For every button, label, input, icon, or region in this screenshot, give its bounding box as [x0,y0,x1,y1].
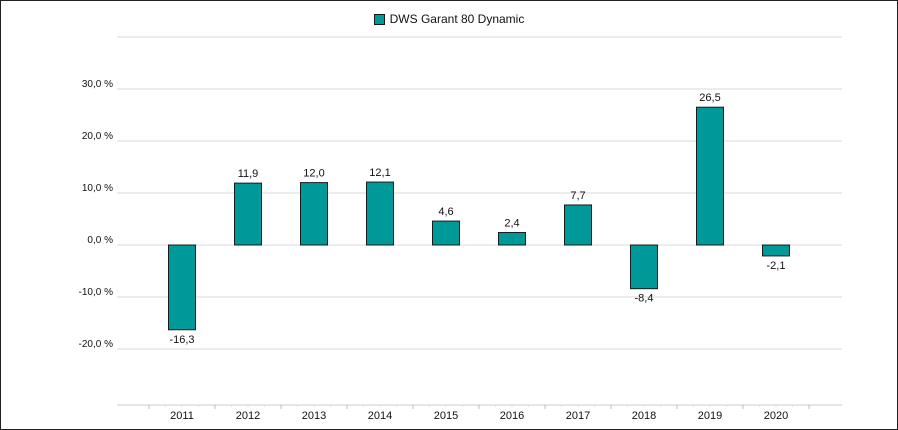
y-tick-label: 20,0 % [82,131,113,142]
x-tick-label: 2015 [434,410,458,422]
x-tick-label: 2017 [566,410,590,422]
data-label: 11,9 [238,168,259,180]
x-tick-label: 2019 [698,410,722,422]
y-tick-label: -10,0 % [79,287,114,298]
bar [762,244,790,257]
x-tick-label: 2013 [302,410,326,422]
legend-label: DWS Garant 80 Dynamic [389,12,525,26]
bar [366,181,394,246]
y-tick-label: 10,0 % [82,183,113,194]
bar [432,220,460,246]
legend-swatch [373,13,385,25]
x-tick-label: 2014 [368,410,392,422]
y-tick-label: 0,0 % [87,235,113,246]
data-label: 2,4 [504,218,519,230]
x-tick-label: 2012 [236,410,260,422]
data-label: -2,1 [767,260,786,272]
x-tick-label: 2016 [500,410,524,422]
bar [696,106,724,246]
data-label: 4,6 [438,206,453,218]
data-label: 7,7 [570,190,585,202]
x-tick-label: 2011 [170,410,194,422]
data-label: -16,3 [169,334,194,346]
bar [630,244,658,290]
data-label: 12,0 [303,168,324,180]
x-tick-label: 2020 [764,410,788,422]
data-label: 12,1 [369,167,390,179]
bar [168,244,196,331]
y-tick-label: -20,0 % [79,339,114,350]
y-tick-label: 30,0 % [82,79,113,90]
bar [300,182,328,246]
legend: DWS Garant 80 Dynamic [0,12,898,26]
x-tick-label: 2018 [632,410,656,422]
data-label: 26,5 [699,92,720,104]
data-label: -8,4 [635,293,654,305]
bar [234,182,262,246]
bar [564,204,592,246]
bar [498,232,526,246]
